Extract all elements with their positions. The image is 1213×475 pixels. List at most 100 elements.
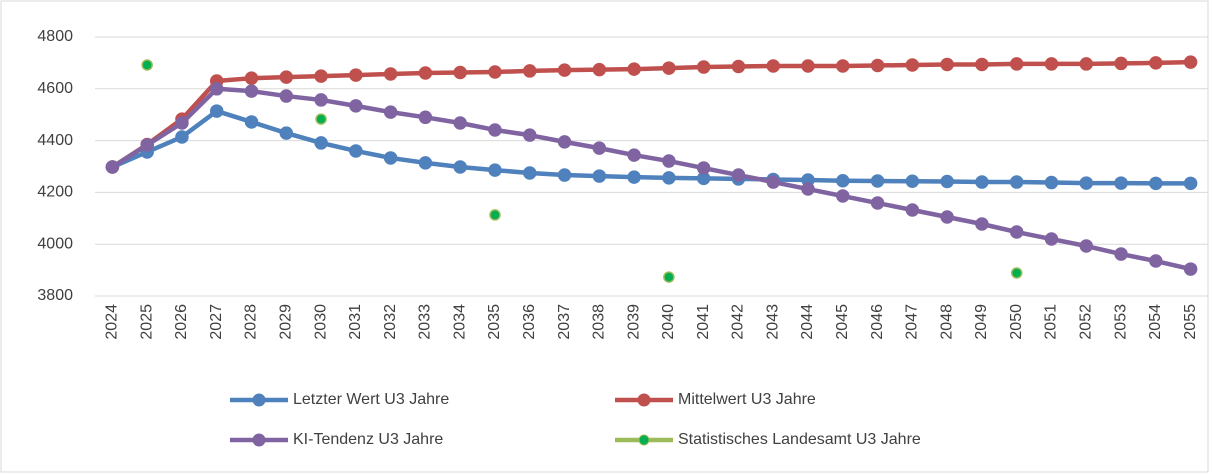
data-point: [662, 154, 676, 168]
x-tick-label: 2024: [104, 304, 121, 340]
data-point: [1044, 57, 1059, 71]
data-point: [1009, 175, 1024, 189]
data-point: [523, 64, 537, 78]
data-point: [662, 171, 676, 185]
data-point: [627, 148, 641, 162]
data-point: [105, 160, 120, 174]
legend-label: KI-Tendenz U3 Jahre: [293, 431, 443, 448]
data-point: [557, 168, 572, 182]
data-point: [731, 168, 746, 182]
x-tick-label: 2032: [382, 304, 399, 340]
data-point: [1114, 176, 1128, 190]
data-point: [975, 57, 989, 72]
x-tick-label: 2036: [521, 304, 538, 340]
data-point: [1009, 225, 1024, 239]
data-point: [1183, 262, 1198, 276]
data-point: [592, 62, 607, 77]
data-point: [1079, 239, 1094, 253]
x-tick-label: 2026: [173, 304, 190, 340]
x-tick-label: 2038: [591, 304, 608, 340]
legend-label: Mittelwert U3 Jahre: [678, 391, 816, 408]
x-tick-label: 2029: [278, 304, 295, 340]
legend-label: Letzter Wert U3 Jahre: [293, 391, 449, 408]
data-point: [349, 144, 363, 158]
data-point: [1044, 175, 1059, 190]
data-point: [141, 59, 153, 71]
data-point: [870, 196, 885, 210]
data-point: [349, 99, 363, 113]
data-point: [418, 110, 433, 125]
data-point: [523, 128, 537, 142]
data-point: [905, 174, 920, 189]
x-tick-label: 2025: [138, 304, 155, 340]
x-tick-label: 2033: [417, 304, 434, 340]
data-point: [453, 65, 467, 80]
data-point: [279, 89, 294, 103]
data-point: [314, 136, 328, 150]
data-point: [592, 141, 607, 155]
x-tick-label: 2053: [1112, 304, 1129, 340]
x-tick-label: 2027: [208, 304, 225, 340]
legend-label: Statistisches Landesamt U3 Jahre: [678, 431, 921, 448]
data-point: [1079, 57, 1094, 71]
data-point: [766, 175, 780, 189]
data-point: [488, 65, 502, 79]
x-tick-label: 2048: [938, 304, 955, 340]
data-point: [836, 189, 850, 203]
x-tick-label: 2044: [799, 304, 816, 340]
data-point: [279, 70, 294, 84]
data-point: [1183, 176, 1198, 191]
y-tick-label: 4800: [37, 28, 73, 45]
data-point: [418, 156, 433, 170]
x-tick-label: 2046: [869, 304, 886, 340]
data-point: [244, 84, 259, 98]
data-point: [209, 82, 224, 96]
data-point: [1009, 57, 1024, 71]
data-point: [453, 116, 467, 130]
x-tick-label: 2042: [730, 304, 747, 340]
y-tick-label: 4600: [37, 80, 73, 97]
data-point: [663, 271, 675, 283]
data-point: [1114, 247, 1128, 261]
data-point: [244, 115, 259, 129]
data-point: [349, 68, 363, 82]
data-point: [836, 59, 850, 73]
y-tick-label: 4000: [37, 235, 73, 252]
data-point: [140, 138, 154, 152]
data-point: [870, 174, 885, 188]
data-point: [488, 123, 502, 137]
data-point: [175, 116, 189, 130]
data-point: [557, 135, 572, 149]
data-point: [662, 61, 676, 75]
x-tick-label: 2050: [1008, 304, 1025, 340]
data-point: [1149, 56, 1163, 70]
data-point: [940, 174, 954, 189]
data-point: [489, 209, 501, 221]
data-point: [836, 173, 850, 188]
data-point: [1149, 176, 1163, 191]
data-point: [488, 163, 502, 177]
data-point: [209, 104, 224, 118]
x-tick-label: 2045: [834, 304, 851, 340]
data-point: [696, 60, 711, 74]
data-point: [801, 182, 815, 196]
data-point: [905, 58, 920, 72]
x-tick-label: 2054: [1147, 304, 1164, 340]
data-point: [870, 58, 885, 73]
data-point: [731, 59, 746, 74]
data-point: [627, 170, 641, 184]
data-point: [975, 217, 989, 231]
y-tick-label: 4400: [37, 132, 73, 149]
x-tick-label: 2031: [347, 304, 364, 340]
x-tick-label: 2043: [764, 304, 781, 340]
data-point: [1079, 176, 1094, 190]
data-point: [383, 67, 398, 81]
legend-marker: [252, 393, 266, 407]
data-point: [975, 175, 989, 189]
data-point: [1183, 55, 1198, 69]
x-tick-label: 2049: [973, 304, 990, 340]
data-point: [314, 69, 328, 83]
data-point: [1010, 267, 1023, 279]
